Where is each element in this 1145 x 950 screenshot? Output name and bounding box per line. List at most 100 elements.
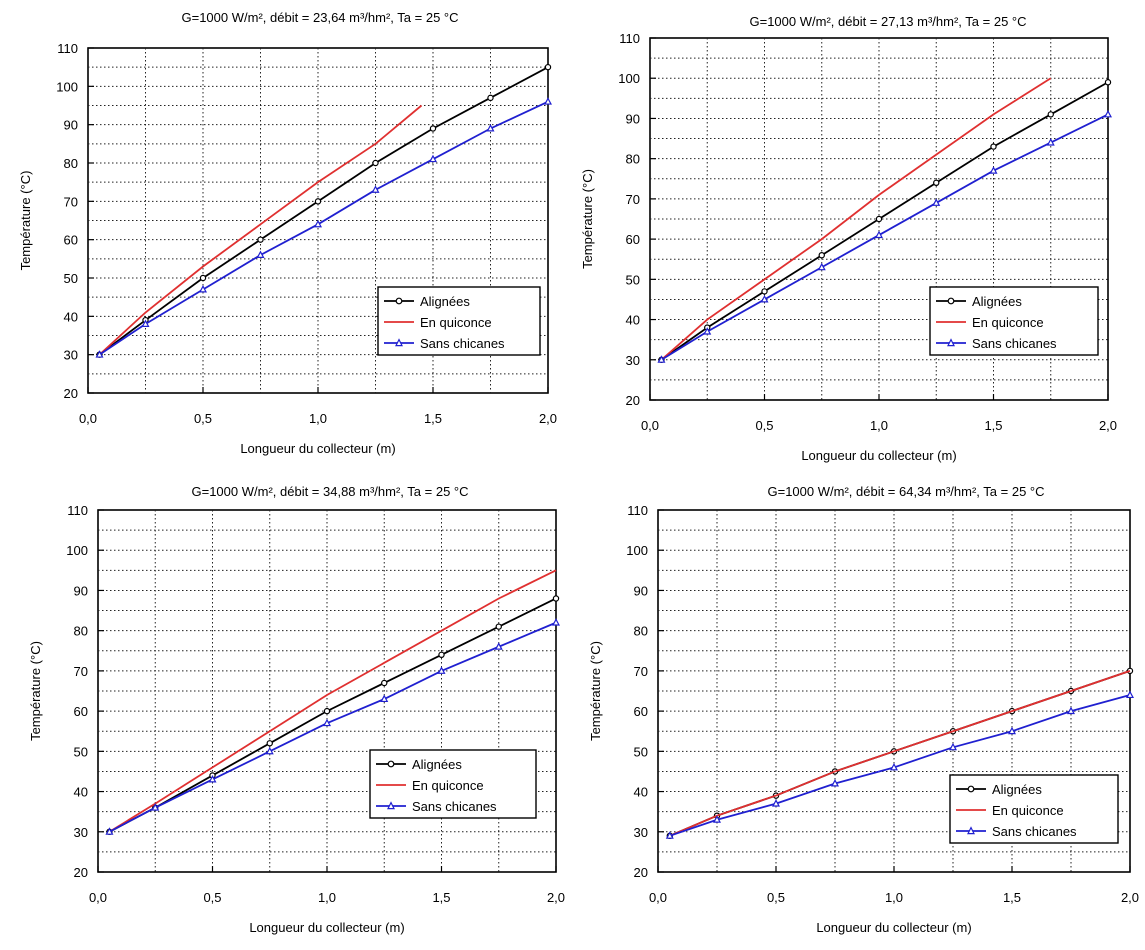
y-tick-label: 50	[626, 272, 640, 287]
chart-title: G=1000 W/m², débit = 34,88 m³/hm², Ta = …	[192, 484, 469, 499]
legend-label: Sans chicanes	[412, 799, 497, 814]
y-tick-label: 80	[64, 156, 78, 171]
x-tick-label: 1,5	[984, 418, 1002, 433]
y-tick-label: 90	[74, 583, 88, 598]
y-tick-label: 30	[634, 825, 648, 840]
y-tick-label: 40	[634, 785, 648, 800]
x-tick-label: 1,5	[432, 890, 450, 905]
data-point	[430, 126, 435, 131]
data-point	[200, 275, 205, 280]
x-tick-label: 2,0	[539, 411, 557, 426]
y-tick-label: 80	[626, 152, 640, 167]
legend-label: Alignées	[412, 757, 462, 772]
y-axis-title: Température (°C)	[588, 641, 603, 741]
data-point	[382, 680, 387, 685]
y-tick-label: 40	[64, 309, 78, 324]
data-point	[1048, 112, 1053, 117]
x-axis-title: Longueur du collecteur (m)	[801, 448, 956, 463]
y-axis-title: Température (°C)	[580, 169, 595, 269]
legend-label: En quiconce	[992, 803, 1064, 818]
x-axis-title: Longueur du collecteur (m)	[240, 441, 395, 456]
data-point	[553, 596, 558, 601]
data-point	[1105, 80, 1110, 85]
legend-label: Alignées	[420, 294, 470, 309]
data-point	[267, 741, 272, 746]
legend: Alignées En quiconce Sans chicanes	[950, 775, 1118, 843]
chart-title: G=1000 W/m², débit = 27,13 m³/hm², Ta = …	[750, 14, 1027, 29]
y-tick-label: 20	[74, 865, 88, 880]
y-tick-label: 50	[64, 271, 78, 286]
chart-panel-4: 20 30 40 50 60 70 80 90 100 110 0,0 0,5 1,0 1,5 2,0 Lon…	[588, 484, 1139, 935]
y-tick-label: 100	[626, 543, 648, 558]
legend-marker	[948, 298, 954, 304]
y-tick-label: 60	[634, 704, 648, 719]
y-tick-label: 60	[626, 232, 640, 247]
x-tick-label: 1,5	[424, 411, 442, 426]
y-tick-label: 40	[74, 785, 88, 800]
y-tick-label: 70	[634, 664, 648, 679]
y-tick-label: 90	[626, 111, 640, 126]
y-tick-label: 20	[634, 865, 648, 880]
x-tick-label: 0,5	[755, 418, 773, 433]
y-tick-label: 110	[57, 41, 78, 56]
legend: Alignées En quiconce Sans chicanes	[378, 287, 540, 355]
y-tick-label: 90	[64, 118, 78, 133]
chart-panel-2: 20 30 40 50 60 70 80 90 100 110 0,0 0,5 1,0 1,5 2,0 Lon…	[580, 14, 1117, 463]
chart-title: G=1000 W/m², débit = 23,64 m³/hm², Ta = …	[182, 10, 459, 25]
data-point	[876, 216, 881, 221]
data-point	[324, 709, 329, 714]
legend-label: Sans chicanes	[972, 336, 1057, 351]
y-axis-title: Température (°C)	[28, 641, 43, 741]
y-tick-label: 80	[634, 624, 648, 639]
data-point	[373, 160, 378, 165]
x-tick-label: 1,0	[318, 890, 336, 905]
y-tick-label: 110	[67, 503, 88, 518]
chart-title: G=1000 W/m², débit = 64,34 m³/hm², Ta = …	[768, 484, 1045, 499]
legend-label: Sans chicanes	[420, 336, 505, 351]
legend-marker	[388, 761, 394, 767]
legend-label: En quiconce	[420, 315, 492, 330]
x-tick-label: 1,0	[309, 411, 327, 426]
legend-label: En quiconce	[412, 778, 484, 793]
x-tick-label: 1,5	[1003, 890, 1021, 905]
y-tick-label: 30	[64, 348, 78, 363]
y-tick-label: 50	[634, 744, 648, 759]
x-tick-label: 0,0	[89, 890, 107, 905]
y-tick-label: 30	[74, 825, 88, 840]
legend: Alignées En quiconce Sans chicanes	[930, 287, 1098, 355]
y-tick-label: 60	[64, 233, 78, 248]
legend-label: Alignées	[992, 782, 1042, 797]
legend: Alignées En quiconce Sans chicanes	[370, 750, 536, 818]
chart-panel-1: 20304050607080901001100,0 0,5 1,0 1,5 2,0Lon…	[18, 10, 557, 456]
y-tick-label: 40	[626, 313, 640, 328]
y-tick-label: 90	[634, 583, 648, 598]
legend-marker	[968, 786, 974, 792]
x-tick-label: 2,0	[1099, 418, 1117, 433]
data-point	[488, 95, 493, 100]
y-tick-label: 30	[626, 353, 640, 368]
legend-marker	[396, 298, 402, 304]
legend-label: En quiconce	[972, 315, 1044, 330]
x-tick-label: 0,5	[767, 890, 785, 905]
y-tick-label: 70	[64, 194, 78, 209]
data-point	[819, 253, 824, 258]
x-tick-label: 2,0	[547, 890, 565, 905]
data-point	[315, 199, 320, 204]
x-tick-label: 1,0	[870, 418, 888, 433]
legend-label: Alignées	[972, 294, 1022, 309]
data-point	[991, 144, 996, 149]
y-tick-label: 80	[74, 624, 88, 639]
y-tick-label: 70	[74, 664, 88, 679]
data-point	[545, 65, 550, 70]
x-tick-label: 0,5	[194, 411, 212, 426]
x-tick-label: 2,0	[1121, 890, 1139, 905]
data-point	[439, 652, 444, 657]
y-tick-label: 20	[626, 393, 640, 408]
y-tick-label: 110	[619, 31, 640, 46]
data-point	[934, 180, 939, 185]
data-point	[258, 237, 263, 242]
y-tick-label: 100	[618, 71, 640, 86]
data-point	[762, 289, 767, 294]
x-tick-label: 0,0	[79, 411, 97, 426]
